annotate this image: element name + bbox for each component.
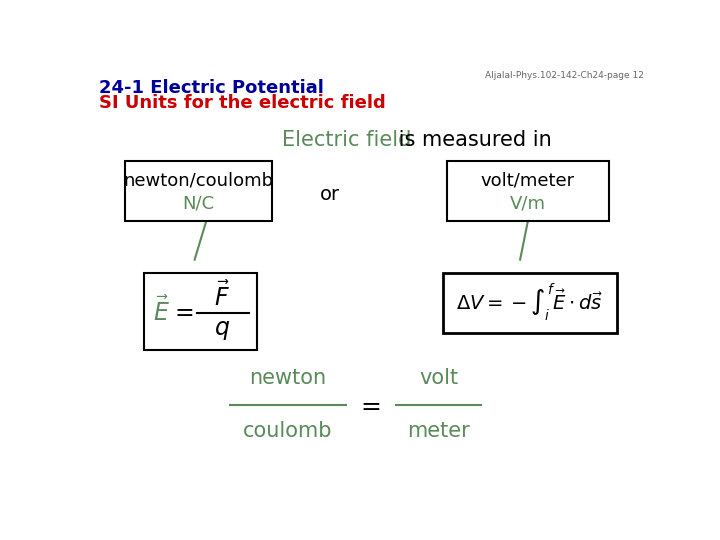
Text: newton: newton: [249, 368, 326, 388]
Text: $\Delta V = -\int_i^f \vec{E} \cdot d\vec{s}$: $\Delta V = -\int_i^f \vec{E} \cdot d\ve…: [456, 282, 603, 323]
FancyBboxPatch shape: [443, 273, 617, 333]
Text: volt: volt: [419, 368, 459, 388]
Text: newton/coulomb: newton/coulomb: [123, 171, 274, 190]
Text: meter: meter: [408, 421, 470, 441]
Text: $\vec{F}$: $\vec{F}$: [214, 281, 230, 310]
FancyBboxPatch shape: [446, 161, 609, 221]
Text: $=$: $=$: [356, 393, 382, 417]
Text: N/C: N/C: [182, 194, 215, 212]
Text: Aljalal-Phys.102-142-Ch24-page 12: Aljalal-Phys.102-142-Ch24-page 12: [485, 71, 644, 80]
FancyBboxPatch shape: [125, 161, 272, 221]
Text: or: or: [320, 185, 341, 204]
Text: coulomb: coulomb: [243, 421, 333, 441]
Text: Electric field: Electric field: [282, 130, 412, 150]
FancyBboxPatch shape: [144, 273, 256, 350]
Text: SI Units for the electric field: SI Units for the electric field: [99, 94, 386, 112]
Text: V/m: V/m: [510, 194, 546, 212]
Text: $=$: $=$: [169, 299, 194, 323]
Text: $q$: $q$: [214, 319, 230, 342]
Text: $\vec{E}$: $\vec{E}$: [153, 296, 170, 326]
Text: 24-1 Electric Potential: 24-1 Electric Potential: [99, 79, 324, 97]
Text: volt/meter: volt/meter: [481, 171, 575, 190]
Text: is measured in: is measured in: [392, 130, 552, 150]
